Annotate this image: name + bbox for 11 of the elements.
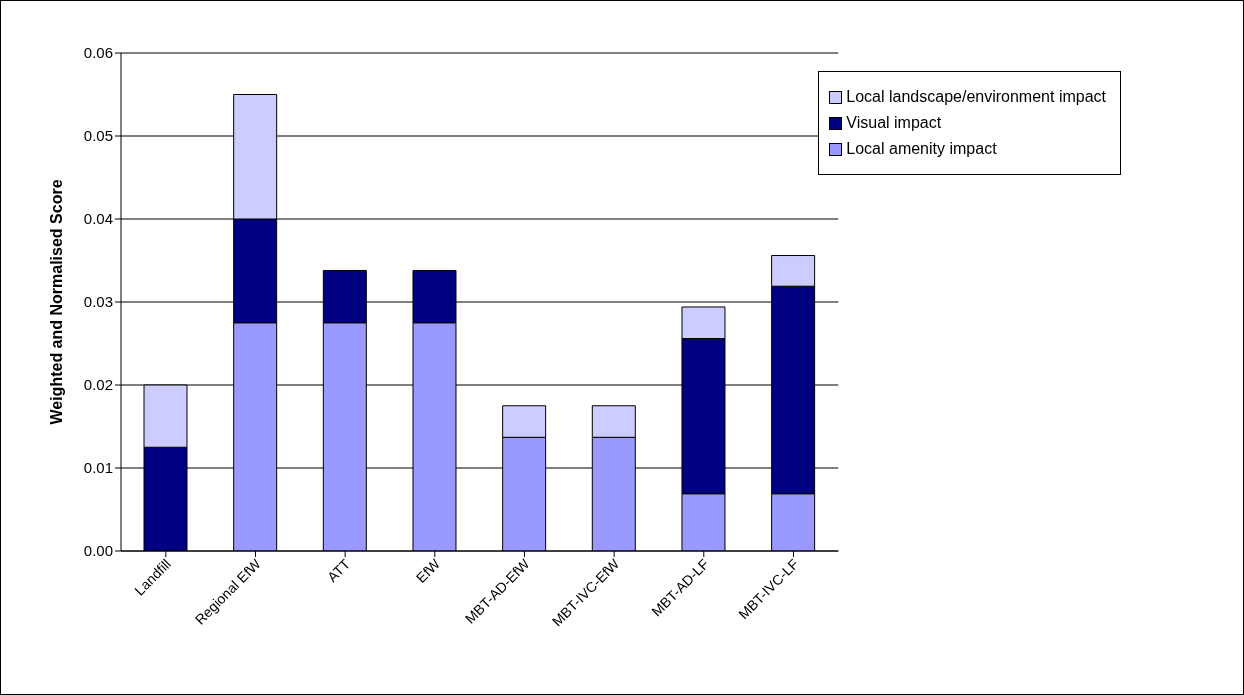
legend-label: Local amenity impact — [846, 140, 997, 158]
y-tick-label: 0.00 — [83, 542, 113, 560]
y-tick-label: 0.02 — [83, 376, 113, 394]
y-tick-label: 0.03 — [83, 293, 113, 311]
legend-label: Visual impact — [846, 114, 942, 132]
y-axis-title: Weighted and Normalised Score — [47, 179, 65, 425]
y-tick-label: 0.04 — [83, 210, 113, 228]
y-tick-label: 0.05 — [83, 127, 113, 145]
y-tick-label: 0.06 — [83, 44, 113, 62]
legend-label: Local landscape/environment impact — [846, 88, 1106, 106]
y-tick-label: 0.01 — [83, 459, 113, 477]
